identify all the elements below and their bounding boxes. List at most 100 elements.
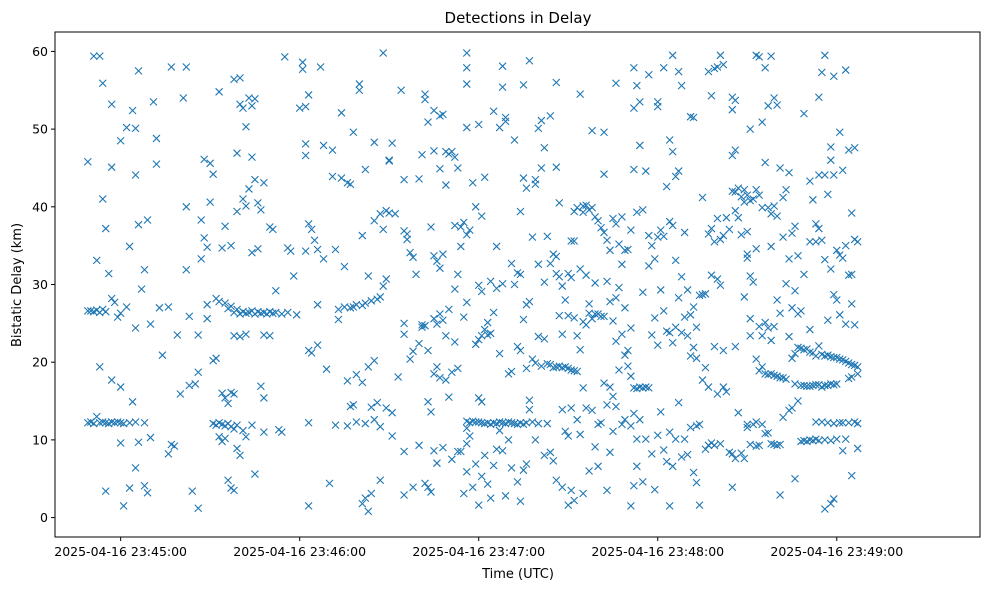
data-point: [609, 427, 617, 436]
data-point: [638, 477, 647, 486]
data-point: [847, 360, 856, 369]
data-point: [140, 481, 149, 490]
data-point: [427, 488, 435, 496]
data-point: [370, 356, 379, 365]
data-point: [462, 298, 471, 307]
data-point: [683, 286, 692, 294]
data-point: [638, 206, 647, 214]
data-point: [677, 328, 686, 337]
data-point: [755, 191, 764, 200]
data-point: [239, 104, 247, 113]
data-point: [626, 422, 635, 430]
data-point: [716, 235, 725, 244]
data-point: [376, 476, 385, 485]
data-point: [489, 308, 498, 317]
data-point: [668, 51, 677, 60]
data-point: [704, 67, 713, 76]
data-point: [179, 94, 188, 102]
data-point: [248, 153, 256, 161]
data-point: [433, 320, 441, 329]
data-point: [674, 167, 683, 175]
data-point: [516, 497, 525, 506]
data-point: [731, 146, 740, 154]
data-point: [125, 242, 134, 251]
data-point: [838, 446, 847, 455]
data-point: [128, 397, 137, 406]
data-point: [567, 273, 576, 282]
data-point: [770, 371, 779, 380]
data-point: [838, 254, 847, 262]
data-point: [236, 332, 244, 341]
data-point: [400, 175, 409, 184]
data-point: [579, 208, 588, 217]
data-point: [379, 49, 388, 57]
data-point: [236, 100, 244, 109]
data-point: [621, 303, 629, 312]
data-point: [444, 393, 453, 402]
data-point: [134, 438, 143, 447]
data-point: [603, 401, 611, 409]
data-point: [612, 220, 620, 228]
data-point: [743, 191, 752, 200]
data-point: [531, 359, 540, 367]
data-point: [701, 289, 710, 298]
data-point: [119, 502, 128, 510]
data-point: [629, 63, 638, 72]
data-point: [644, 231, 653, 240]
data-point: [800, 109, 808, 118]
data-point: [695, 291, 704, 300]
data-point: [301, 102, 310, 111]
data-point: [841, 320, 850, 329]
data-point: [755, 366, 764, 375]
data-point: [364, 362, 373, 371]
data-point: [844, 271, 853, 280]
data-point: [823, 316, 832, 325]
data-point: [134, 220, 143, 229]
data-point: [436, 373, 444, 382]
data-point: [233, 207, 241, 216]
data-point: [826, 156, 835, 165]
y-tick-label: 60: [32, 44, 48, 59]
data-point: [361, 299, 370, 308]
data-point: [277, 428, 286, 437]
data-point: [752, 418, 761, 426]
data-point: [519, 80, 528, 89]
data-point: [170, 442, 179, 450]
data-point: [492, 284, 501, 293]
data-point: [116, 383, 125, 391]
data-point: [811, 237, 820, 246]
data-point: [248, 101, 256, 110]
data-point: [621, 246, 629, 255]
data-point: [716, 51, 725, 60]
data-point: [588, 203, 596, 212]
data-point: [835, 418, 844, 427]
data-point: [746, 440, 755, 449]
data-point: [573, 415, 582, 424]
data-point: [537, 362, 546, 370]
data-point: [785, 168, 793, 177]
data-point: [838, 166, 847, 175]
data-point: [629, 409, 638, 418]
data-point: [785, 254, 793, 263]
data-point: [298, 58, 307, 67]
data-point: [555, 311, 564, 320]
data-point: [155, 303, 164, 312]
data-point: [176, 390, 185, 398]
data-point: [424, 397, 432, 406]
data-point: [456, 447, 465, 456]
data-point: [659, 307, 668, 315]
data-point: [686, 310, 695, 319]
data-point: [644, 70, 653, 79]
data-point: [567, 366, 576, 374]
data-point: [471, 340, 480, 349]
data-point: [113, 313, 122, 322]
data-points: [83, 49, 862, 516]
data-point: [659, 63, 668, 72]
data-point: [582, 404, 591, 412]
data-point: [776, 440, 784, 449]
data-point: [817, 236, 826, 245]
data-point: [507, 259, 516, 268]
data-point: [820, 255, 829, 264]
data-point: [462, 63, 471, 72]
data-point: [364, 507, 373, 516]
